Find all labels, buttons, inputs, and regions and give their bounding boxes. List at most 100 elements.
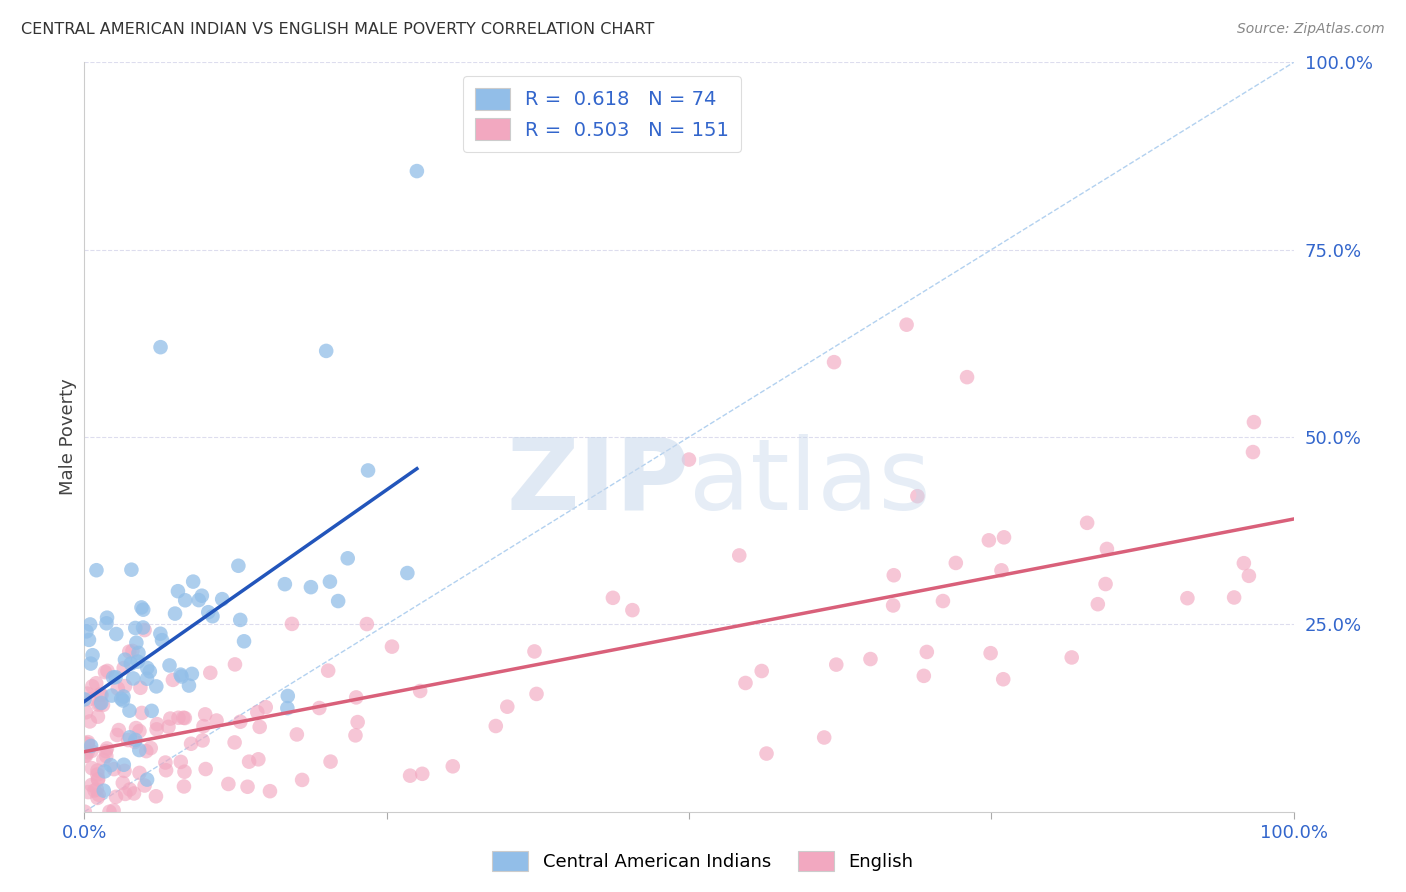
Point bbox=[93, 764, 115, 779]
Point bbox=[1223, 591, 1246, 605]
Point bbox=[993, 530, 1015, 544]
Point bbox=[136, 661, 159, 675]
Point bbox=[100, 689, 122, 703]
Point bbox=[236, 780, 259, 794]
Point bbox=[87, 698, 110, 712]
Point bbox=[94, 665, 117, 679]
Point bbox=[259, 784, 281, 798]
Point bbox=[173, 780, 195, 794]
Point bbox=[346, 715, 368, 730]
Point bbox=[141, 704, 163, 718]
Point bbox=[76, 687, 98, 701]
Point bbox=[118, 645, 141, 659]
Point bbox=[149, 626, 172, 640]
Point bbox=[132, 620, 155, 634]
Point bbox=[80, 739, 103, 753]
Point bbox=[191, 733, 214, 747]
Point bbox=[285, 727, 308, 741]
Point bbox=[1095, 541, 1118, 556]
Point bbox=[825, 657, 848, 672]
Point bbox=[167, 584, 190, 599]
Point bbox=[131, 706, 153, 720]
Point bbox=[80, 657, 103, 671]
Point bbox=[77, 735, 100, 749]
Point bbox=[80, 744, 103, 758]
Point bbox=[104, 789, 127, 804]
Point bbox=[813, 731, 835, 745]
Point bbox=[73, 805, 96, 819]
Point bbox=[131, 600, 153, 615]
Point bbox=[233, 634, 256, 648]
Point bbox=[89, 697, 111, 711]
Point bbox=[181, 574, 204, 589]
Point bbox=[308, 701, 330, 715]
Point bbox=[883, 568, 905, 582]
Point bbox=[163, 607, 186, 621]
Point bbox=[118, 704, 141, 718]
Point bbox=[89, 688, 111, 702]
Point bbox=[82, 648, 104, 663]
Point bbox=[1237, 569, 1260, 583]
Point bbox=[77, 632, 100, 647]
Point bbox=[169, 667, 191, 681]
Point bbox=[145, 789, 167, 804]
Point bbox=[100, 758, 122, 772]
Point bbox=[201, 609, 224, 624]
Point bbox=[157, 720, 180, 734]
Point bbox=[86, 791, 108, 805]
Point bbox=[197, 605, 219, 619]
Point bbox=[254, 700, 277, 714]
Point bbox=[96, 616, 118, 631]
Point bbox=[159, 712, 181, 726]
Point bbox=[122, 787, 145, 801]
Point bbox=[224, 657, 246, 672]
Point bbox=[993, 672, 1015, 686]
Point bbox=[180, 666, 202, 681]
Point bbox=[319, 574, 342, 589]
Point bbox=[124, 735, 146, 749]
Point bbox=[1233, 556, 1256, 570]
Point bbox=[344, 728, 367, 742]
Point bbox=[91, 753, 114, 767]
Point bbox=[105, 627, 128, 641]
Point bbox=[406, 164, 429, 178]
Point bbox=[859, 652, 882, 666]
Point bbox=[381, 640, 404, 654]
Point bbox=[79, 617, 101, 632]
Point bbox=[75, 705, 97, 719]
Point bbox=[94, 744, 117, 758]
Point bbox=[249, 720, 271, 734]
Point bbox=[1060, 650, 1083, 665]
Point bbox=[118, 782, 141, 797]
Point bbox=[128, 765, 150, 780]
Point bbox=[87, 772, 110, 787]
Point bbox=[396, 566, 419, 580]
Point bbox=[80, 778, 103, 792]
Point bbox=[316, 664, 339, 678]
Point bbox=[170, 669, 193, 683]
Point bbox=[602, 591, 624, 605]
Point bbox=[224, 735, 246, 749]
Point bbox=[125, 635, 148, 649]
Point bbox=[1177, 591, 1199, 606]
Point bbox=[103, 762, 125, 776]
Point bbox=[411, 767, 433, 781]
Point bbox=[98, 805, 121, 819]
Point bbox=[124, 732, 146, 747]
Point bbox=[315, 343, 337, 358]
Point bbox=[728, 549, 751, 563]
Y-axis label: Male Poverty: Male Poverty bbox=[59, 379, 77, 495]
Point bbox=[146, 717, 169, 731]
Point bbox=[1243, 415, 1265, 429]
Point bbox=[82, 679, 104, 693]
Point bbox=[90, 696, 112, 710]
Point bbox=[159, 658, 181, 673]
Point bbox=[79, 692, 101, 706]
Point bbox=[229, 714, 252, 729]
Point bbox=[110, 691, 132, 706]
Point bbox=[187, 593, 209, 607]
Point bbox=[114, 787, 136, 801]
Point bbox=[96, 749, 118, 764]
Point bbox=[103, 804, 125, 818]
Point bbox=[107, 723, 129, 737]
